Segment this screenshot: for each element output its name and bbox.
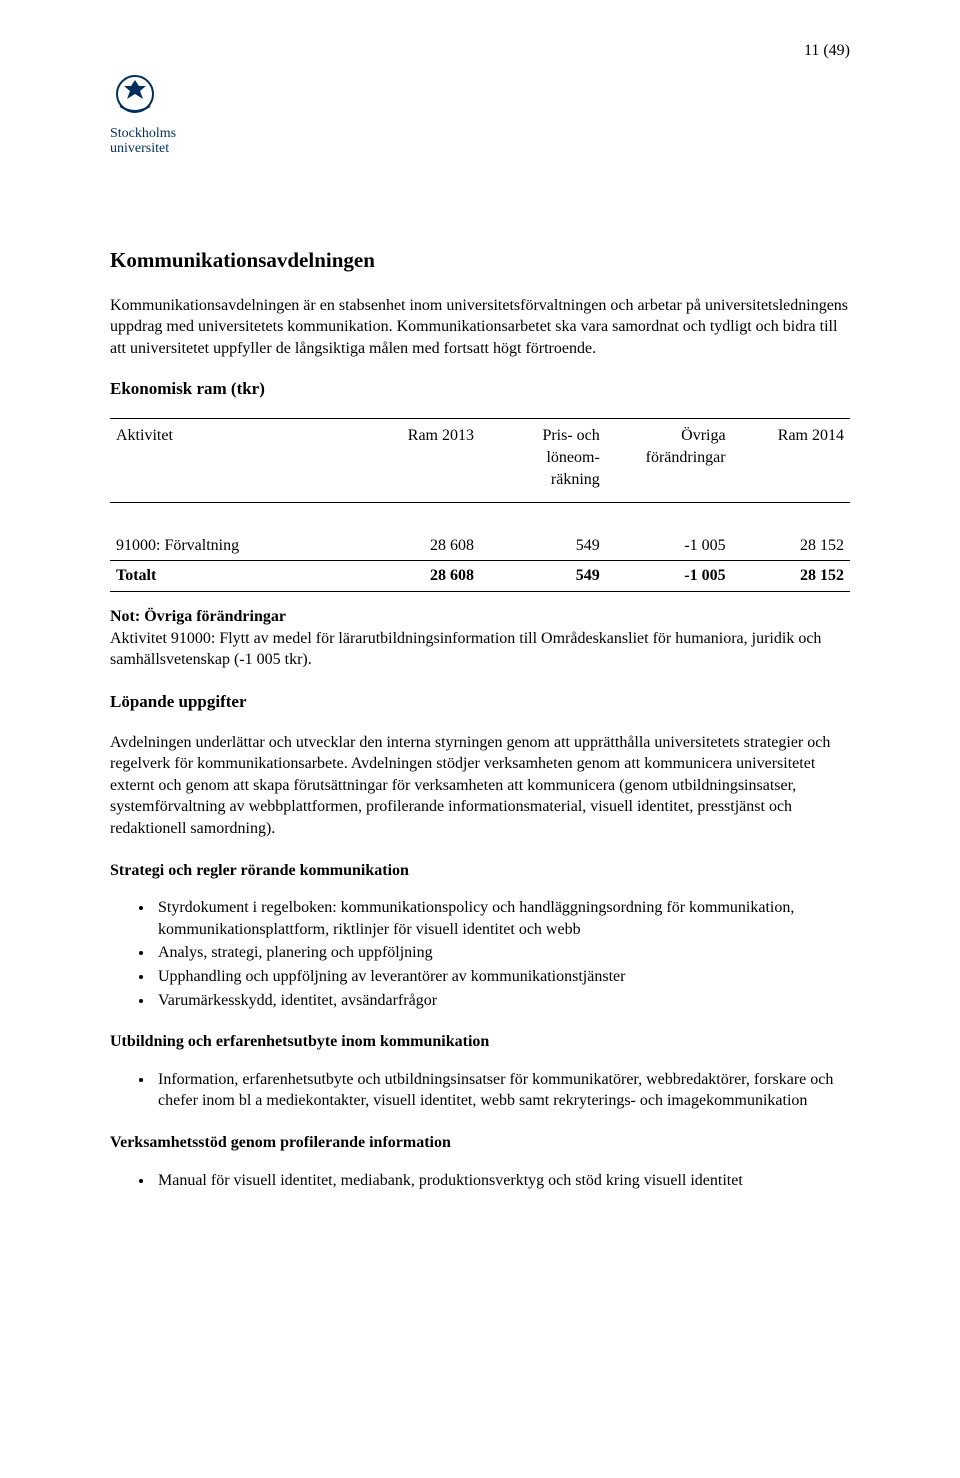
list-item: Analys, strategi, planering och uppföljn…: [154, 942, 850, 964]
intro-paragraph: Kommunikationsavdelningen är en stabsenh…: [110, 295, 850, 360]
university-logo: Stockholms universitet: [110, 72, 850, 157]
table-total-row: Totalt 28 608 549 -1 005 28 152: [110, 561, 850, 592]
col-prisloneom: Pris- och löneom- räkning: [480, 419, 606, 503]
total-val: 28 152: [732, 561, 850, 592]
row-val: 28 608: [362, 531, 480, 561]
bullet-list: Manual för visuell identitet, mediabank,…: [110, 1170, 850, 1192]
note-body: Aktivitet 91000: Flytt av medel för lära…: [110, 630, 821, 669]
section-heading: Strategi och regler rörande kommunikatio…: [110, 860, 850, 882]
bullet-list: Information, erfarenhetsutbyte och utbil…: [110, 1069, 850, 1112]
col-aktivitet: Aktivitet: [110, 419, 362, 503]
table-row: 91000: Förvaltning 28 608 549 -1 005 28 …: [110, 531, 850, 561]
total-label: Totalt: [110, 561, 362, 592]
list-item: Varumärkesskydd, identitet, avsändarfråg…: [154, 990, 850, 1012]
economic-table: Aktivitet Ram 2013 Pris- och löneom- räk…: [110, 418, 850, 591]
row-val: 28 152: [732, 531, 850, 561]
total-val: -1 005: [606, 561, 732, 592]
table-header-row: Aktivitet Ram 2013 Pris- och löneom- räk…: [110, 419, 850, 503]
note-title: Not: Övriga förändringar: [110, 608, 286, 625]
col-ram2014: Ram 2014: [732, 419, 850, 503]
total-val: 28 608: [362, 561, 480, 592]
note-block: Not: Övriga förändringar Aktivitet 91000…: [110, 606, 850, 671]
row-val: -1 005: [606, 531, 732, 561]
logo-text: Stockholms universitet: [110, 126, 850, 157]
list-item: Styrdokument i regelboken: kommunikation…: [154, 897, 850, 940]
list-item: Manual för visuell identitet, mediabank,…: [154, 1170, 850, 1192]
row-val: 549: [480, 531, 606, 561]
logo-line2: universitet: [110, 141, 850, 156]
logo-line1: Stockholms: [110, 126, 850, 141]
page-number: 11 (49): [110, 40, 850, 62]
lopande-heading: Löpande uppgifter: [110, 691, 850, 714]
row-label: 91000: Förvaltning: [110, 531, 362, 561]
section-heading: Verksamhetsstöd genom profilerande infor…: [110, 1132, 850, 1154]
economic-heading: Ekonomisk ram (tkr): [110, 378, 850, 401]
page-title: Kommunikationsavdelningen: [110, 246, 850, 274]
list-item: Information, erfarenhetsutbyte och utbil…: [154, 1069, 850, 1112]
section-heading: Utbildning och erfarenhetsutbyte inom ko…: [110, 1031, 850, 1053]
list-item: Upphandling och uppföljning av leverantö…: [154, 966, 850, 988]
col-ovriga: Övriga förändringar: [606, 419, 732, 503]
lopande-paragraph: Avdelningen underlättar och utvecklar de…: [110, 732, 850, 840]
total-val: 549: [480, 561, 606, 592]
bullet-list: Styrdokument i regelboken: kommunikation…: [110, 897, 850, 1011]
crest-icon: [110, 72, 160, 122]
col-ram2013: Ram 2013: [362, 419, 480, 503]
